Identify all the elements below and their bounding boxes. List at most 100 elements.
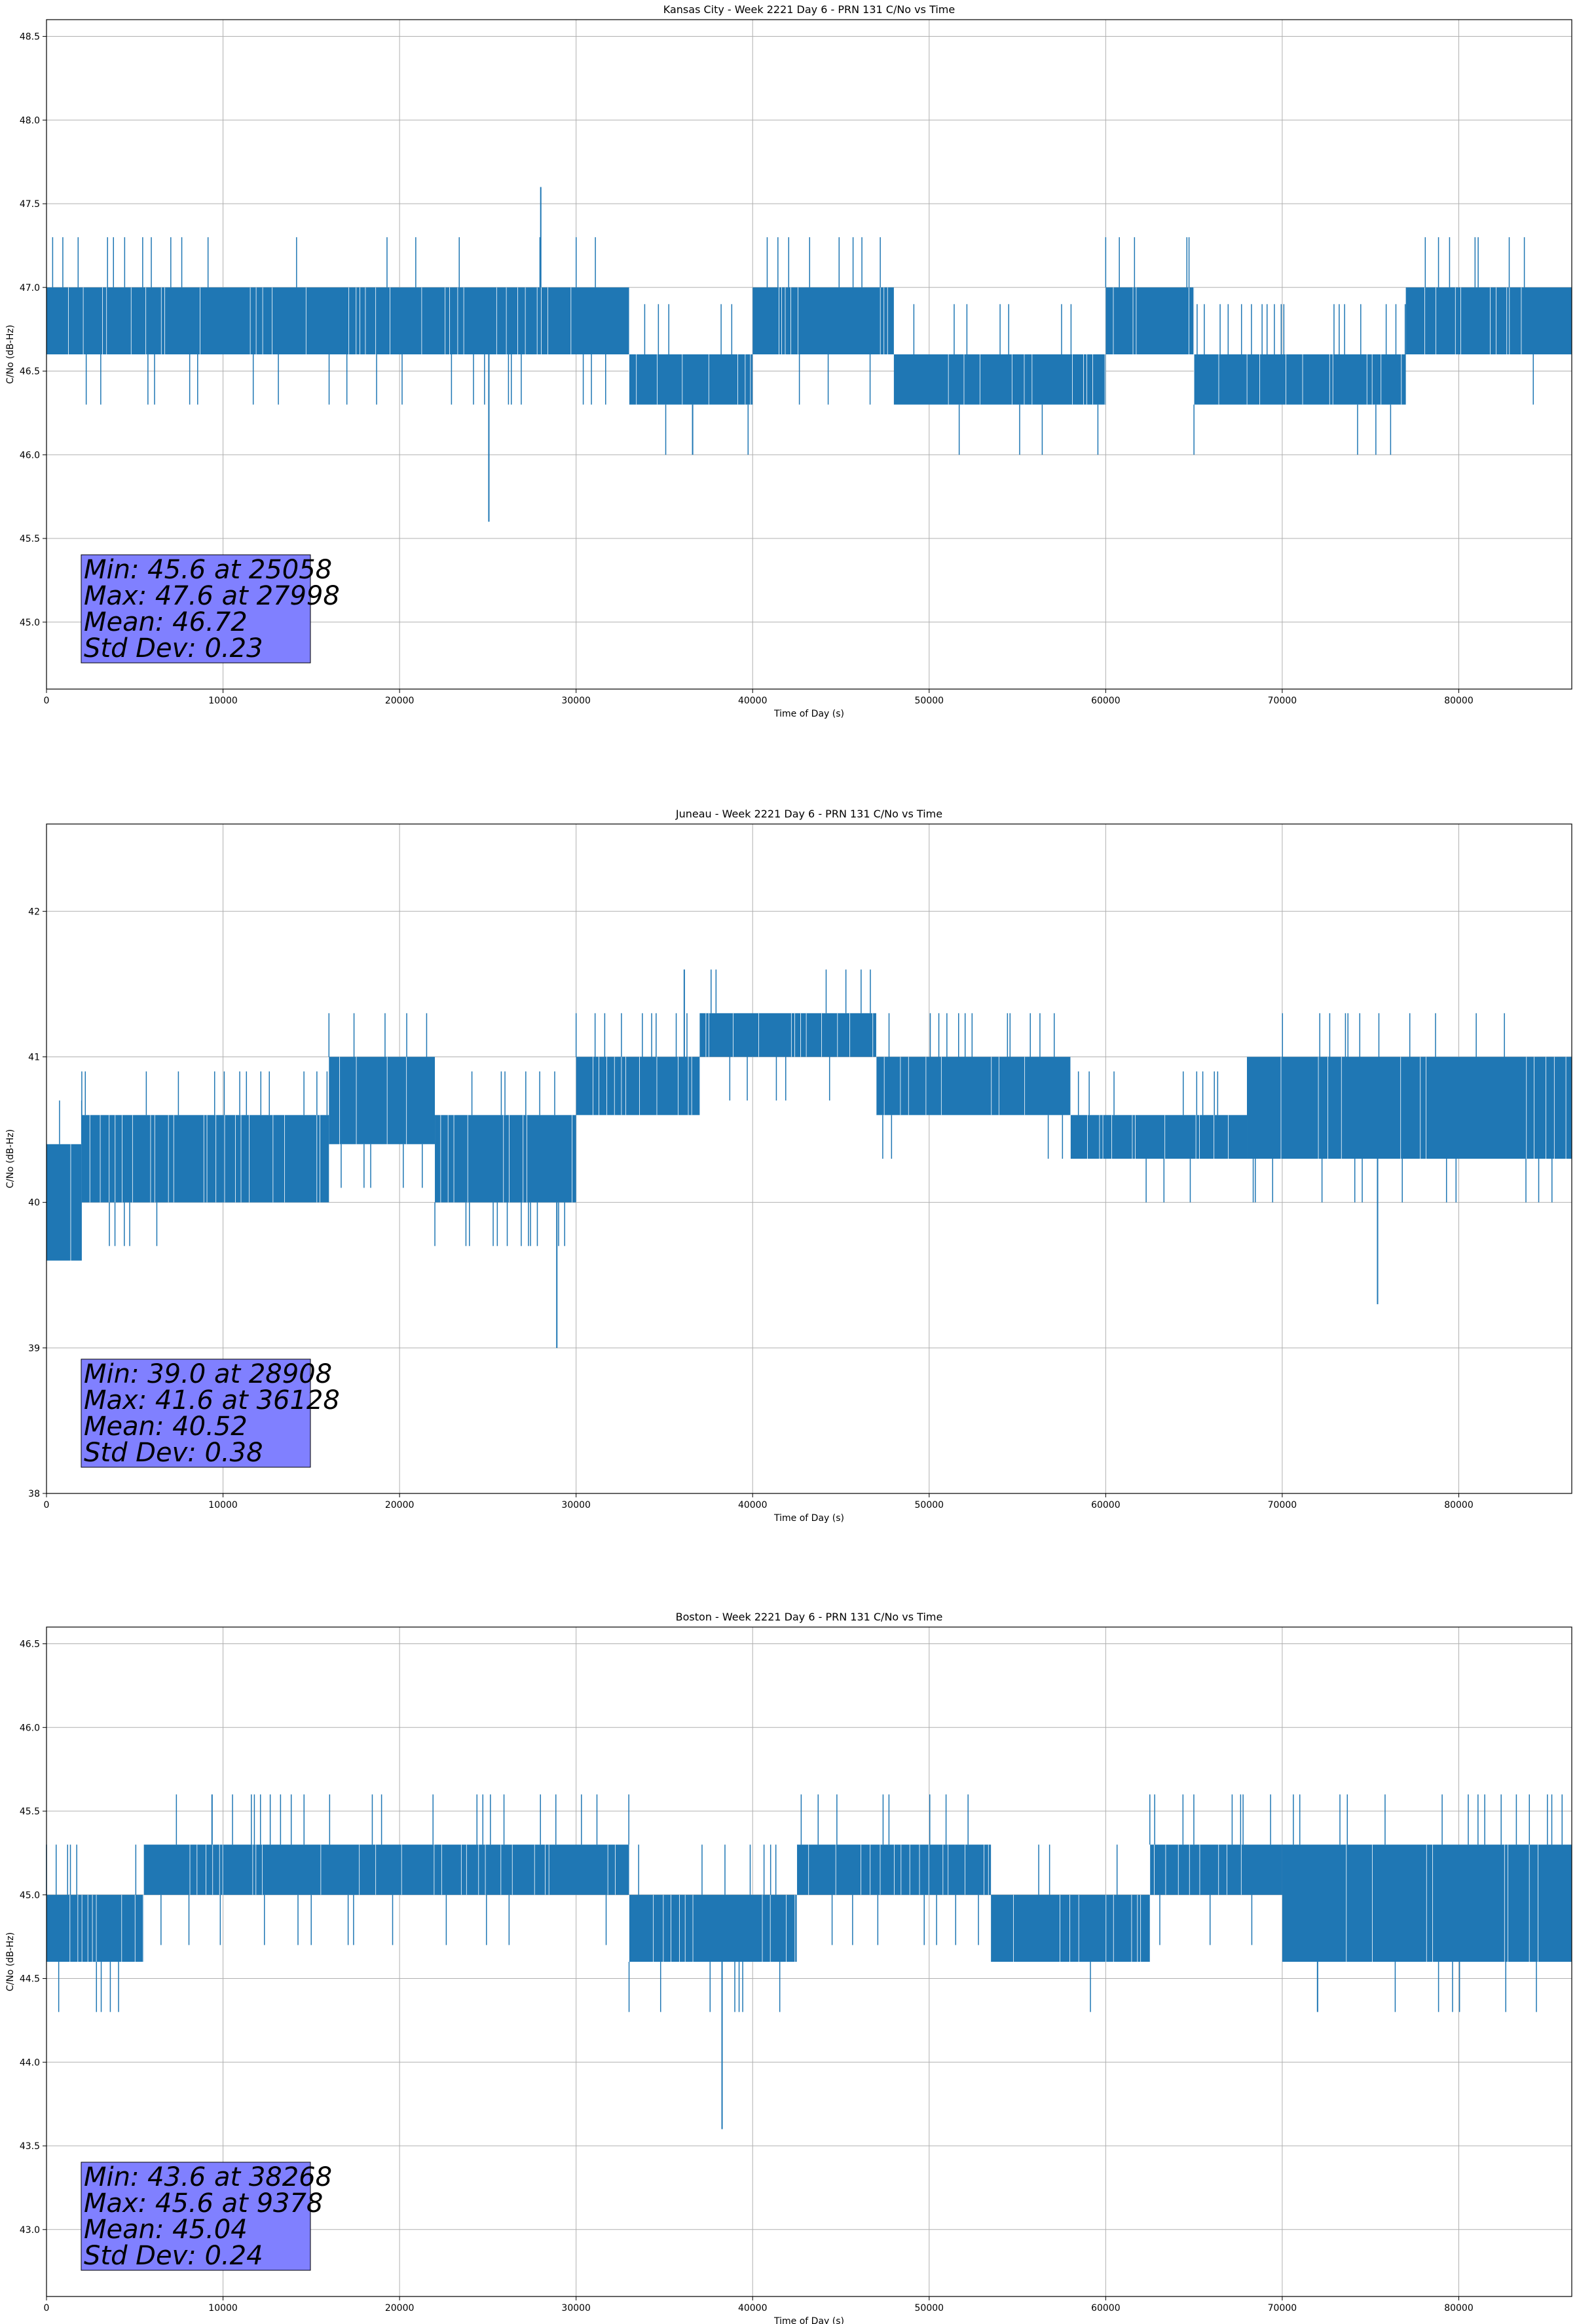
data-band [435, 1115, 576, 1203]
x-tick-label: 80000 [1444, 2303, 1474, 2314]
chart-title: Juneau - Week 2221 Day 6 - PRN 131 C/No … [675, 808, 942, 820]
y-axis-label: C/No (dB-Hz) [5, 325, 16, 384]
data-series-line [46, 187, 1572, 522]
data-band [991, 1894, 1150, 1962]
y-axis-label: C/No (dB-Hz) [5, 1129, 16, 1188]
y-axis-label: C/No (dB-Hz) [5, 1932, 16, 1991]
data-band [46, 287, 629, 354]
stats-line: Min: 43.6 at 38268 [84, 2162, 332, 2192]
x-tick-label: 60000 [1091, 1500, 1121, 1510]
stats-line: Std Dev: 0.38 [84, 1438, 263, 1468]
y-tick-label: 43.0 [20, 2225, 40, 2236]
y-tick-label: 48.0 [20, 115, 40, 126]
y-tick-label: 38 [28, 1489, 40, 1499]
data-band [329, 1057, 436, 1144]
x-tick-label: 50000 [915, 2303, 944, 2314]
x-tick-label: 50000 [915, 1500, 944, 1510]
data-series-line [46, 969, 1572, 1348]
x-tick-label: 60000 [1091, 696, 1121, 706]
data-band [46, 1144, 82, 1261]
data-band [81, 1115, 329, 1203]
x-tick-label: 70000 [1268, 1500, 1297, 1510]
y-tick-label: 39 [28, 1343, 40, 1354]
data-band [1070, 1115, 1248, 1159]
y-tick-label: 44.5 [20, 1974, 40, 1985]
data-band [876, 1057, 1071, 1115]
x-tick-label: 40000 [738, 696, 768, 706]
stats-line: Max: 47.6 at 27998 [84, 581, 340, 611]
x-tick-label: 0 [44, 2303, 50, 2314]
axes-frame [46, 823, 1572, 1494]
stats-line: Mean: 40.52 [84, 1412, 248, 1442]
data-band [1194, 354, 1406, 405]
x-tick-label: 20000 [385, 2303, 415, 2314]
data-band [143, 1845, 629, 1895]
stats-line: Max: 45.6 at 9378 [84, 2188, 323, 2219]
y-tick-label: 46.0 [20, 1723, 40, 1733]
y-tick-label: 40 [28, 1198, 40, 1209]
data-band [629, 354, 753, 405]
stats-box [81, 554, 311, 664]
stats-box [81, 1359, 311, 1468]
axes-frame [46, 19, 1572, 690]
x-tick-label: 30000 [561, 696, 591, 706]
x-tick-label: 10000 [208, 1500, 238, 1510]
x-axis-label: Time of Day (s) [773, 1513, 844, 1524]
data-band [699, 1013, 876, 1057]
x-tick-label: 40000 [738, 2303, 768, 2314]
data-series-line [46, 1794, 1572, 2129]
y-tick-label: 45.0 [20, 618, 40, 628]
x-tick-label: 40000 [738, 1500, 768, 1510]
x-axis-label: Time of Day (s) [773, 709, 844, 719]
x-tick-label: 30000 [561, 2303, 591, 2314]
data-band [1247, 1057, 1572, 1159]
y-tick-label: 44.0 [20, 2057, 40, 2068]
x-tick-label: 10000 [208, 2303, 238, 2314]
x-tick-label: 70000 [1268, 696, 1297, 706]
chart-title: Boston - Week 2221 Day 6 - PRN 131 C/No … [676, 1611, 943, 1623]
data-band [1149, 1845, 1282, 1895]
stats-line: Mean: 46.72 [84, 607, 248, 637]
x-tick-label: 20000 [385, 696, 415, 706]
stats-line: Std Dev: 0.24 [84, 2241, 263, 2271]
y-tick-label: 48.5 [20, 32, 40, 43]
data-band [796, 1845, 992, 1895]
data-band [576, 1057, 700, 1115]
stats-line: Mean: 45.04 [84, 2215, 248, 2245]
x-tick-label: 30000 [561, 1500, 591, 1510]
data-band [1282, 1845, 1572, 1962]
y-tick-label: 43.5 [20, 2141, 40, 2152]
stats-line: Min: 39.0 at 28908 [84, 1359, 332, 1389]
data-band [1105, 287, 1195, 354]
chart-panel-1: 0 10000 20000 30000 40000 50000 60000 70000 8000… [5, 3, 1572, 719]
y-tick-label: 46.5 [20, 1640, 40, 1650]
y-tick-label: 47.5 [20, 199, 40, 210]
x-tick-label: 20000 [385, 1500, 415, 1510]
x-tick-label: 60000 [1091, 2303, 1121, 2314]
data-band [752, 287, 894, 354]
stats-line: Min: 45.6 at 25058 [84, 555, 332, 585]
y-tick-label: 46.0 [20, 450, 40, 460]
y-tick-label: 45.0 [20, 1890, 40, 1901]
x-tick-label: 0 [44, 1500, 50, 1510]
x-tick-label: 50000 [915, 696, 944, 706]
x-tick-label: 80000 [1444, 1500, 1474, 1510]
chart-panel-2: 0 10000 20000 30000 40000 50000 60000 70000 8000… [5, 808, 1572, 1524]
data-band [46, 1894, 144, 1962]
stats-line: Std Dev: 0.23 [84, 633, 263, 664]
x-tick-label: 0 [44, 696, 50, 706]
y-tick-label: 42 [28, 907, 40, 917]
stats-box [81, 2162, 311, 2271]
data-band [629, 1894, 797, 1962]
x-tick-label: 10000 [208, 696, 238, 706]
y-tick-label: 45.5 [20, 534, 40, 544]
axes-frame [46, 1626, 1572, 2297]
x-tick-label: 80000 [1444, 696, 1474, 706]
chart-title: Kansas City - Week 2221 Day 6 - PRN 131 … [663, 3, 955, 16]
x-tick-label: 70000 [1268, 2303, 1297, 2314]
x-axis-label: Time of Day (s) [773, 2316, 844, 2324]
y-tick-label: 46.5 [20, 367, 40, 377]
y-tick-label: 45.5 [20, 1807, 40, 1817]
chart-panel-3: 0 10000 20000 30000 40000 50000 60000 70000 8000… [5, 1611, 1572, 2324]
